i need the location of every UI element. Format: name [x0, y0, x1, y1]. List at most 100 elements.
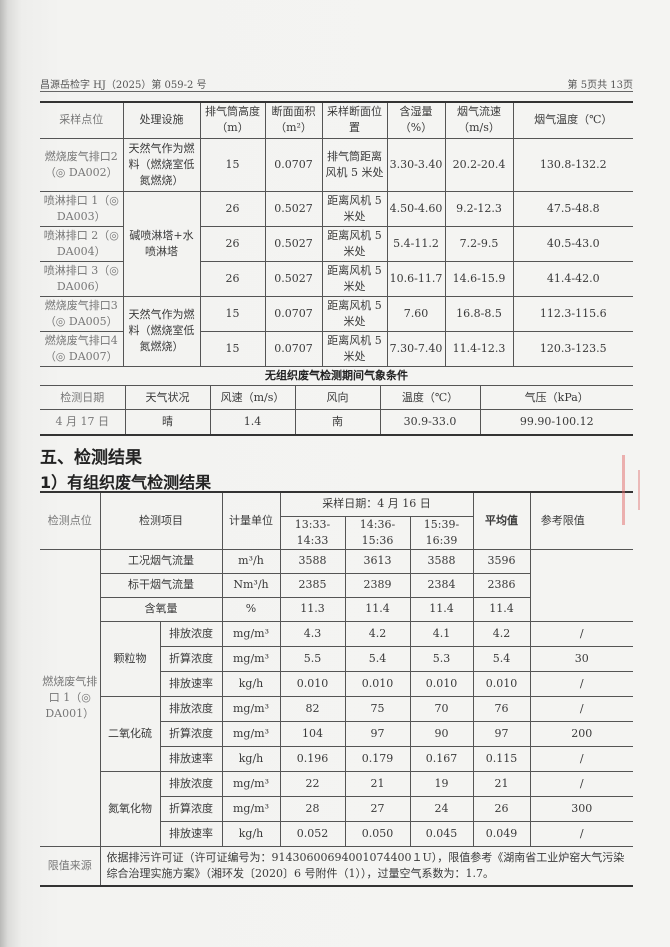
time-header: 15:39-16:39 — [409, 515, 474, 550]
moisture: 10.6-11.7 — [387, 260, 446, 297]
limit-source-row: 限值来源 依据排污许可证（许可证编号为：91430600694001074400１… — [40, 845, 634, 887]
limit: / — [529, 820, 634, 847]
height: 26 — [200, 225, 266, 262]
time-header: 14:36-15:36 — [344, 515, 411, 550]
area: 0.0707 — [265, 137, 323, 192]
limit-source-label: 限值来源 — [40, 845, 101, 887]
velocity: 7.2-9.5 — [445, 225, 514, 262]
value: 4.2 — [344, 620, 411, 647]
date: 4 月 17 日 — [40, 409, 126, 435]
item: 含氧量 — [100, 596, 223, 622]
moisture: 7.60 — [387, 295, 446, 332]
sample-point: 喷淋排口 3（◎ DA006） — [40, 260, 124, 297]
velocity: 9.2-12.3 — [445, 190, 514, 227]
col-header: 排气筒高度（m） — [200, 101, 266, 139]
col-header: 风向 — [295, 385, 381, 410]
value: 21 — [344, 770, 411, 797]
weather-table-title: 无组织废气检测期间气象条件 — [265, 369, 408, 382]
table-row: 4 月 17 日 晴 1.4 南 30.9-33.0 99.90-100.12 — [40, 409, 633, 435]
sample-point: 燃烧废气排口4（◎ DA007） — [40, 330, 124, 367]
value: 2389 — [344, 572, 411, 598]
table-header-row: 13:33-14:33 14:36-15:36 15:39-16:39 — [40, 515, 633, 550]
weather-table: 检测日期 天气状况 风速（m/s） 风向 温度（℃） 气压（kPa） 4 月 1… — [40, 385, 633, 436]
value: 3613 — [344, 548, 411, 574]
position: 距离风机 5 米处 — [322, 260, 388, 297]
table-row: 排放速率 kg/h 0.052 0.050 0.045 0.049/ — [40, 820, 634, 847]
weather-condition: 晴 — [125, 409, 211, 435]
wind-direction: 南 — [295, 409, 381, 435]
height: 15 — [200, 137, 266, 192]
value: 4.1 — [409, 620, 474, 647]
value: 11.4 — [344, 596, 411, 622]
facility: 天然气作为燃料（燃烧室低氮燃烧） — [123, 137, 201, 192]
limit: / — [529, 620, 634, 647]
table-row: 排放速率 kg/h 0.010 0.010 0.010 0.010/ — [40, 670, 634, 697]
unit: mg/m³ — [221, 645, 281, 672]
section-title: 五、检测结果 — [40, 448, 142, 468]
col-header: 天气状况 — [125, 385, 211, 410]
limit-source-text: 依据排污许可证（许可证编号为：91430600694001074400１U），限… — [99, 845, 634, 887]
value: 5.4 — [344, 645, 411, 672]
moisture: 7.30-7.40 — [387, 330, 446, 367]
col-header: 采样点位 — [40, 101, 124, 139]
unit: mg/m³ — [221, 620, 281, 647]
doc-number: 昌源岳检字 HJ（2025）第 059-2 号 — [40, 80, 207, 91]
average: 0.115 — [472, 745, 531, 772]
value: 2385 — [279, 572, 346, 598]
temperature: 41.4-42.0 — [513, 260, 633, 297]
value: 4.3 — [279, 620, 346, 647]
table-row: 折算浓度 mg/m³ 28 27 24 26 300 — [40, 795, 634, 822]
sample-point: 喷淋排口 1（◎ DA003） — [40, 190, 124, 227]
table-row: 颗粒物 排放浓度 mg/m³ 4.3 4.2 4.1 4.2/ — [40, 620, 634, 697]
unit: % — [221, 596, 281, 622]
value: 0.010 — [279, 670, 346, 697]
value: 0.010 — [409, 670, 474, 697]
temperature: 47.5-48.8 — [513, 190, 633, 227]
area: 0.5027 — [265, 260, 323, 297]
unit: mg/m³ — [221, 695, 281, 722]
unit: kg/h — [221, 745, 281, 772]
item: 排放浓度 — [159, 770, 223, 797]
value: 28 — [279, 795, 346, 822]
col-header: 温度（℃） — [380, 385, 481, 410]
col-header: 计量单位 — [221, 491, 281, 550]
value: 0.196 — [279, 745, 346, 772]
value: 11.4 — [409, 596, 474, 622]
value: 2384 — [409, 572, 474, 598]
item: 折算浓度 — [160, 720, 223, 747]
average: 2386 — [472, 572, 531, 598]
value: 5.3 — [409, 645, 474, 672]
value: 19 — [409, 770, 474, 797]
unit: kg/h — [221, 820, 281, 847]
table-row: 折算浓度 mg/m³ 104 97 90 97 200 — [40, 720, 634, 747]
item: 排放速率 — [160, 820, 223, 847]
value: 0.010 — [344, 670, 411, 697]
value: 0.050 — [344, 820, 411, 847]
sample-point: 燃烧废气排口 1（◎ DA001） — [40, 549, 101, 847]
item: 折算浓度 — [160, 795, 223, 822]
table-header-row: 检测日期 天气状况 风速（m/s） 风向 温度（℃） 气压（kPa） — [40, 385, 633, 410]
unit: m³/h — [221, 548, 281, 574]
table-row: 氮氧化物 排放浓度 mg/m³ 22 21 19 21/ — [40, 770, 634, 847]
pressure: 99.90-100.12 — [480, 409, 633, 435]
time-header: 13:33-14:33 — [280, 515, 346, 550]
item: 折算浓度 — [160, 645, 223, 672]
item: 排放浓度 — [159, 620, 223, 647]
table-header-row: 采样点位 处理设施 排气筒高度（m） 断面面积（m²） 采样断面位置 含湿量（%… — [40, 101, 633, 139]
pollutant: 氮氧化物 — [100, 770, 161, 847]
item: 标干烟气流量 — [100, 572, 223, 598]
unit: mg/m³ — [221, 720, 281, 747]
pollutant: 颗粒物 — [100, 620, 161, 697]
limit: / — [529, 745, 634, 772]
col-header: 气压（kPa） — [480, 385, 633, 410]
col-header: 参考限值 — [529, 491, 634, 550]
height: 26 — [200, 260, 266, 297]
value: 0.045 — [409, 820, 474, 847]
value: 82 — [279, 695, 346, 722]
area: 0.0707 — [265, 330, 323, 367]
table-row: 燃烧废气排口2（◎ DA002） 天然气作为燃料（燃烧室低氮燃烧） 15 0.0… — [40, 137, 633, 192]
col-header: 平均值 — [472, 491, 531, 550]
col-header: 断面面积（m²） — [265, 101, 323, 139]
sample-point: 喷淋排口 2（◎ DA004） — [40, 225, 124, 262]
col-header: 检测日期 — [40, 385, 126, 410]
